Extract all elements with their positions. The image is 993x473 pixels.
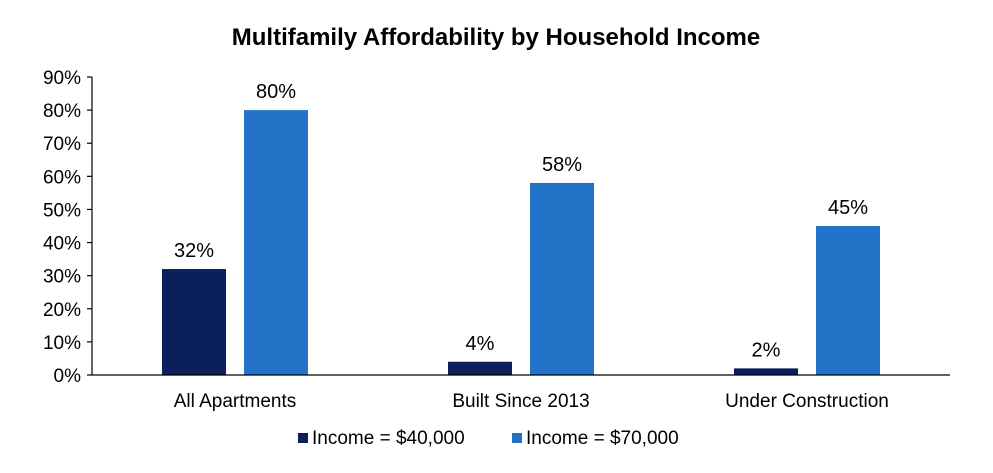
legend-swatch [512,433,522,443]
data-label: 45% [828,197,868,219]
x-category-label: All Apartments [174,391,297,412]
data-label: 32% [174,240,214,262]
data-label: 58% [542,154,582,176]
chart-title: Multifamily Affordability by Household I… [232,24,760,51]
bar-income-70000 [244,110,308,375]
y-tick-label: 40% [43,234,81,255]
legend-swatch [298,433,308,443]
bar-income-70000 [530,182,594,375]
data-label: 2% [752,339,781,361]
x-category-label: Under Construction [725,391,889,412]
y-tick-label: 0% [54,366,82,387]
y-tick-label: 60% [43,167,81,188]
y-axis: 0% 10% 20% 30% 40% 50% 60% 70% 80% 90% [43,68,93,387]
plot-area: 32% 80% 4% 58% 2% 45% [162,81,880,375]
data-label: 4% [466,333,495,355]
y-tick-label: 90% [43,68,81,89]
data-label: 80% [256,81,296,103]
y-tick-label: 30% [43,267,81,288]
legend-label: Income = $70,000 [526,428,679,449]
legend: Income = $40,000 Income = $70,000 [298,428,679,449]
x-category-label: Built Since 2013 [452,391,589,412]
bar-income-40000 [734,368,798,375]
y-tick-label: 20% [43,300,81,321]
legend-label: Income = $40,000 [312,428,465,449]
bar-income-70000 [816,226,880,375]
y-tick-label: 70% [43,134,81,155]
y-tick-label: 10% [43,333,81,354]
x-axis: All Apartments Built Since 2013 Under Cons… [92,374,950,412]
y-tick-label: 80% [43,101,81,122]
y-tick-label: 50% [43,200,81,221]
bar-income-40000 [448,361,512,375]
bar-income-40000 [162,269,226,375]
